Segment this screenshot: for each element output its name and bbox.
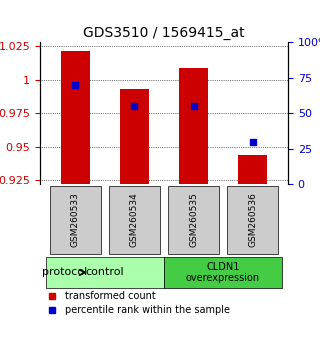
Text: control: control [86,268,124,278]
FancyBboxPatch shape [168,186,219,254]
Bar [179,68,208,184]
Text: GSM260536: GSM260536 [248,193,257,247]
Text: GSM260534: GSM260534 [130,193,139,247]
Text: GSM260535: GSM260535 [189,193,198,247]
FancyBboxPatch shape [109,186,160,254]
Text: percentile rank within the sample: percentile rank within the sample [65,305,230,315]
Title: GDS3510 / 1569415_at: GDS3510 / 1569415_at [83,26,245,40]
FancyBboxPatch shape [50,186,100,254]
Bar [61,51,90,184]
FancyBboxPatch shape [228,186,278,254]
Text: transformed count: transformed count [65,291,156,301]
Bar [238,155,267,184]
Text: GSM260533: GSM260533 [71,193,80,247]
Bar [120,89,149,184]
FancyBboxPatch shape [164,257,282,288]
Text: protocol: protocol [43,268,88,278]
Text: CLDN1
overexpression: CLDN1 overexpression [186,262,260,283]
FancyBboxPatch shape [46,257,164,288]
